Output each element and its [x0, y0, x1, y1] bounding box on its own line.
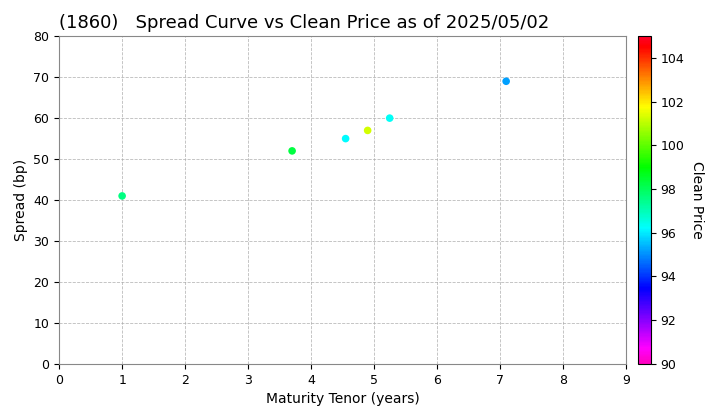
- Point: [117, 193, 128, 199]
- Point: [287, 147, 298, 154]
- X-axis label: Maturity Tenor (years): Maturity Tenor (years): [266, 392, 419, 406]
- Point: [362, 127, 374, 134]
- Point: [500, 78, 512, 84]
- Point: [384, 115, 395, 121]
- Text: (1860)   Spread Curve vs Clean Price as of 2025/05/02: (1860) Spread Curve vs Clean Price as of…: [59, 14, 549, 32]
- Y-axis label: Clean Price: Clean Price: [690, 161, 704, 239]
- Y-axis label: Spread (bp): Spread (bp): [14, 159, 28, 241]
- Point: [340, 135, 351, 142]
